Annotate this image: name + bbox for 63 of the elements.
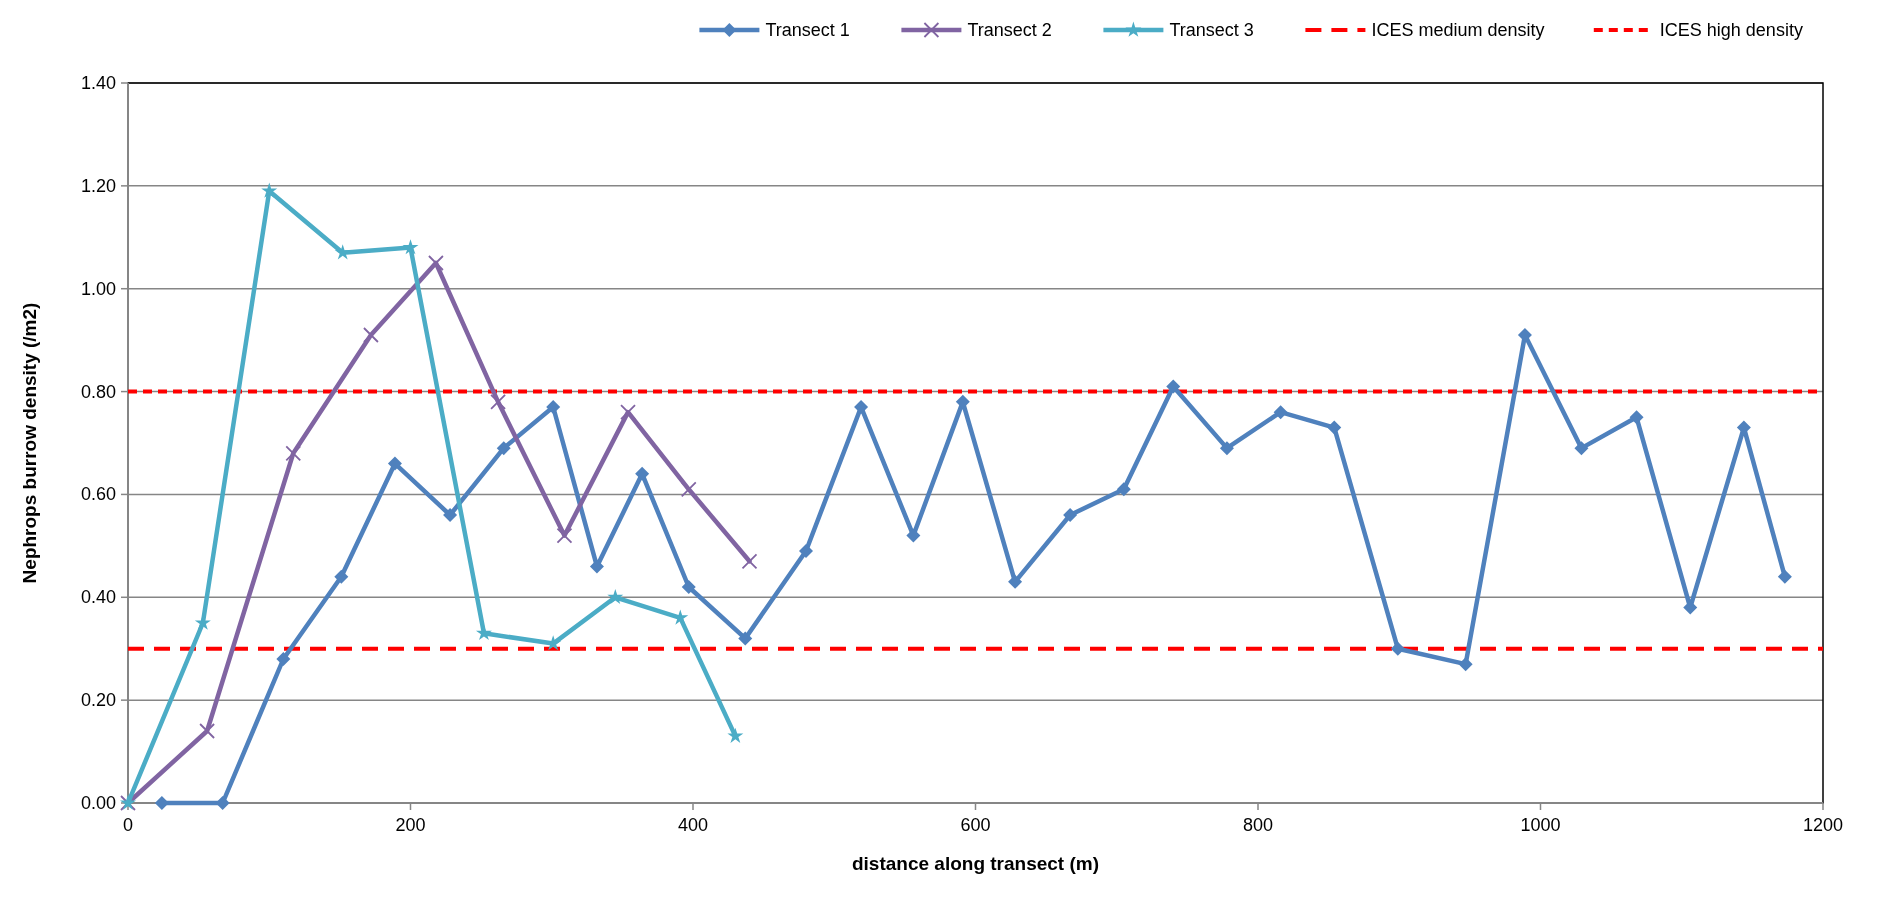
point <box>1458 657 1473 672</box>
point <box>285 445 302 462</box>
point <box>556 527 573 544</box>
point <box>799 544 813 558</box>
legend-label: Transect 2 <box>967 20 1052 40</box>
point <box>620 404 636 421</box>
point <box>854 400 869 414</box>
legend-label: ICES high density <box>1659 20 1803 40</box>
point <box>1008 574 1023 589</box>
legend-label: ICES medium density <box>1371 20 1545 40</box>
y-tick-label: 1.40 <box>80 73 116 93</box>
legend-label: Transect 3 <box>1169 20 1254 40</box>
y-tick-label: 0.00 <box>80 793 116 813</box>
point <box>607 588 624 605</box>
y-tick-label: 1.20 <box>80 175 116 196</box>
point <box>1219 441 1234 456</box>
y-tick-label: 0.60 <box>80 484 116 505</box>
point <box>334 244 351 260</box>
legend-label: Transect 1 <box>765 20 850 40</box>
point <box>443 508 458 522</box>
x-tick-label: 800 <box>1242 815 1274 835</box>
point <box>363 327 379 343</box>
y-tick-label: 0.20 <box>80 690 116 711</box>
point <box>428 255 444 271</box>
point <box>1574 441 1589 456</box>
point <box>727 727 744 743</box>
y-tick-label: 0.40 <box>80 587 116 608</box>
x-axis-title: distance along transect (m) <box>851 853 1100 874</box>
x-tick-label: 400 <box>677 815 709 835</box>
y-tick-label: 0.80 <box>80 381 116 402</box>
point <box>1629 410 1644 425</box>
point <box>154 796 169 810</box>
point <box>490 393 506 410</box>
point <box>546 400 561 414</box>
point <box>906 528 921 543</box>
point <box>1166 379 1181 394</box>
y-tick-label: 1.00 <box>80 278 116 299</box>
x-tick-label: 1200 <box>1802 815 1844 835</box>
x-tick-label: 600 <box>960 815 991 835</box>
point <box>738 631 753 646</box>
point <box>215 796 230 810</box>
point <box>402 239 419 255</box>
point <box>1327 420 1342 435</box>
point <box>741 553 758 570</box>
point <box>496 441 511 456</box>
point <box>199 723 215 739</box>
point <box>387 456 402 471</box>
point <box>1390 641 1405 656</box>
x-tick-label: 200 <box>395 815 426 835</box>
point <box>1777 569 1792 584</box>
point <box>680 481 697 498</box>
point <box>681 580 696 594</box>
point <box>1273 405 1288 420</box>
point <box>334 569 349 584</box>
point <box>635 466 650 481</box>
point <box>276 652 291 666</box>
y-axis-title: Nephrops burrow density (/m2) <box>19 302 40 584</box>
point <box>589 559 604 574</box>
point <box>1063 508 1078 522</box>
point <box>261 182 278 198</box>
x-tick-label: 1000 <box>1520 815 1561 835</box>
point <box>1116 482 1131 497</box>
x-tick-label: 0 <box>122 815 134 835</box>
